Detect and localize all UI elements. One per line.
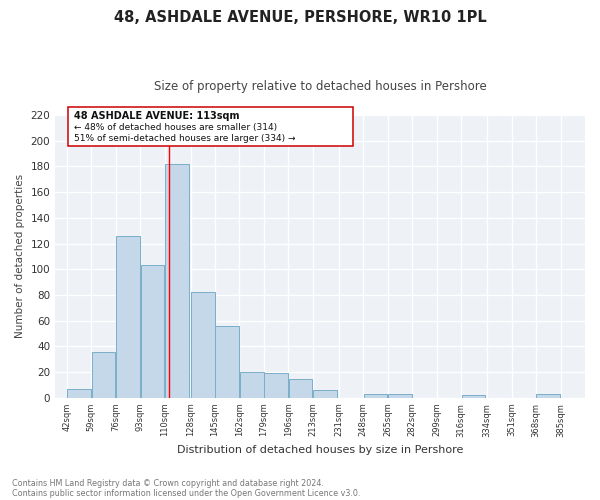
Bar <box>67 389 91 398</box>
Bar <box>364 394 388 398</box>
Text: 51% of semi-detached houses are larger (334) →: 51% of semi-detached houses are larger (… <box>74 134 295 143</box>
Title: Size of property relative to detached houses in Pershore: Size of property relative to detached ho… <box>154 80 487 93</box>
Bar <box>265 374 288 398</box>
Bar <box>92 352 115 398</box>
Text: Contains HM Land Registry data © Crown copyright and database right 2024.: Contains HM Land Registry data © Crown c… <box>12 478 324 488</box>
Text: 48 ASHDALE AVENUE: 113sqm: 48 ASHDALE AVENUE: 113sqm <box>74 111 239 121</box>
Bar <box>536 394 560 398</box>
Bar <box>289 378 313 398</box>
Text: ← 48% of detached houses are smaller (314): ← 48% of detached houses are smaller (31… <box>74 122 277 132</box>
Bar <box>116 236 140 398</box>
FancyBboxPatch shape <box>68 108 353 146</box>
Bar <box>313 390 337 398</box>
Y-axis label: Number of detached properties: Number of detached properties <box>15 174 25 338</box>
X-axis label: Distribution of detached houses by size in Pershore: Distribution of detached houses by size … <box>177 445 463 455</box>
Bar <box>461 395 485 398</box>
Bar <box>165 164 188 398</box>
Text: 48, ASHDALE AVENUE, PERSHORE, WR10 1PL: 48, ASHDALE AVENUE, PERSHORE, WR10 1PL <box>113 10 487 25</box>
Bar <box>240 372 263 398</box>
Text: Contains public sector information licensed under the Open Government Licence v3: Contains public sector information licen… <box>12 488 361 498</box>
Bar <box>215 326 239 398</box>
Bar <box>388 394 412 398</box>
Bar <box>191 292 215 398</box>
Bar <box>140 266 164 398</box>
